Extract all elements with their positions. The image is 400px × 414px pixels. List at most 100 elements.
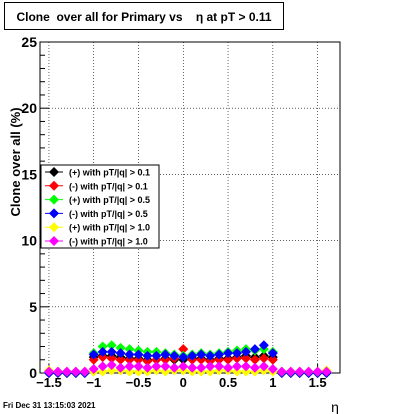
data-point <box>223 354 234 365</box>
data-point <box>160 354 171 365</box>
data-point <box>160 349 171 360</box>
x-tick-label: −1.5 <box>36 375 62 390</box>
y-axis-label: Clone over all (%) <box>8 107 23 216</box>
x-tick-label: −1 <box>86 375 101 390</box>
legend-label: (-) with pT/|q| > 0.1 <box>69 181 148 191</box>
data-point <box>160 361 171 372</box>
legend-marker <box>49 236 59 246</box>
y-tick-label: 10 <box>21 233 37 249</box>
legend-box <box>40 164 160 249</box>
y-tick-label: 15 <box>21 166 37 182</box>
data-point <box>79 366 90 377</box>
data-point <box>214 354 225 365</box>
data-point <box>97 361 108 372</box>
data-point <box>142 356 153 367</box>
data-point <box>115 342 126 353</box>
data-point <box>294 366 305 377</box>
data-point <box>88 364 99 375</box>
data-point <box>124 361 135 372</box>
data-point <box>106 346 117 357</box>
data-point <box>115 348 126 359</box>
data-point <box>267 354 278 365</box>
data-point <box>285 366 296 377</box>
data-point <box>232 361 243 372</box>
data-point <box>106 353 117 364</box>
data-point <box>187 362 198 373</box>
y-tick-label: 0 <box>29 365 37 381</box>
data-point <box>178 352 189 363</box>
data-point <box>151 350 162 361</box>
x-tick-label: 1 <box>269 375 276 390</box>
data-point <box>258 353 269 364</box>
data-point <box>61 366 72 377</box>
data-point <box>88 354 99 365</box>
data-point <box>196 362 207 373</box>
x-axis-label: η <box>331 399 339 414</box>
data-point <box>169 362 180 373</box>
legend-marker <box>49 208 59 219</box>
data-point <box>205 356 216 367</box>
data-point <box>151 361 162 372</box>
data-point <box>88 349 99 360</box>
data-point <box>196 349 207 360</box>
data-point <box>232 353 243 364</box>
data-point <box>240 361 251 372</box>
y-tick-label: 25 <box>21 34 37 50</box>
data-point <box>124 344 135 355</box>
data-point <box>321 366 332 377</box>
chart-title: Clone over all for Primary vs η at pT > … <box>4 2 284 30</box>
y-tick-label: 20 <box>21 100 37 116</box>
data-point <box>124 349 135 360</box>
legend-label: (+) with pT/|q| > 0.5 <box>69 195 150 205</box>
data-point <box>312 366 323 377</box>
legend-label: (+) with pT/|q| > 0.1 <box>69 168 150 178</box>
data-point <box>303 366 314 377</box>
data-point <box>43 366 54 377</box>
legend-marker <box>49 180 59 191</box>
data-point <box>115 362 126 373</box>
data-point <box>267 364 278 375</box>
data-point <box>232 366 243 377</box>
legend-label: (-) with pT/|q| > 1.0 <box>69 237 148 247</box>
timestamp-footer: Fri Dec 31 13:15:03 2021 <box>3 401 96 410</box>
data-point <box>160 366 171 377</box>
data-point <box>249 354 260 365</box>
data-point <box>97 366 108 377</box>
data-point <box>214 361 225 372</box>
data-point <box>240 346 251 357</box>
legend-marker <box>49 167 59 177</box>
data-point <box>133 361 144 372</box>
data-point <box>133 349 144 360</box>
data-point <box>196 354 207 365</box>
data-point <box>258 340 269 351</box>
legend-label: (+) with pT/|q| > 1.0 <box>69 223 150 233</box>
data-point <box>142 350 153 361</box>
data-point <box>249 344 260 355</box>
y-tick-label: 5 <box>29 299 37 315</box>
data-point <box>70 366 81 377</box>
data-point <box>223 362 234 373</box>
data-point <box>205 350 216 361</box>
data-point <box>178 344 189 355</box>
data-point <box>124 366 135 377</box>
data-point <box>240 353 251 364</box>
data-point <box>133 366 144 377</box>
data-point <box>106 340 117 351</box>
legend-marker <box>49 222 59 233</box>
data-point <box>187 350 198 361</box>
x-tick-label: 0.5 <box>219 375 237 390</box>
data-point <box>133 354 144 365</box>
data-point <box>97 341 108 352</box>
data-point <box>115 354 126 365</box>
data-point <box>142 362 153 373</box>
data-point <box>178 361 189 372</box>
x-tick-label: −0.5 <box>126 375 152 390</box>
data-point <box>97 352 108 363</box>
data-point <box>214 349 225 360</box>
x-tick-label: 1.5 <box>309 375 327 390</box>
legend-label: (-) with pT/|q| > 0.5 <box>69 209 148 219</box>
data-point <box>205 361 216 372</box>
data-point <box>240 366 251 377</box>
data-point <box>258 361 269 372</box>
